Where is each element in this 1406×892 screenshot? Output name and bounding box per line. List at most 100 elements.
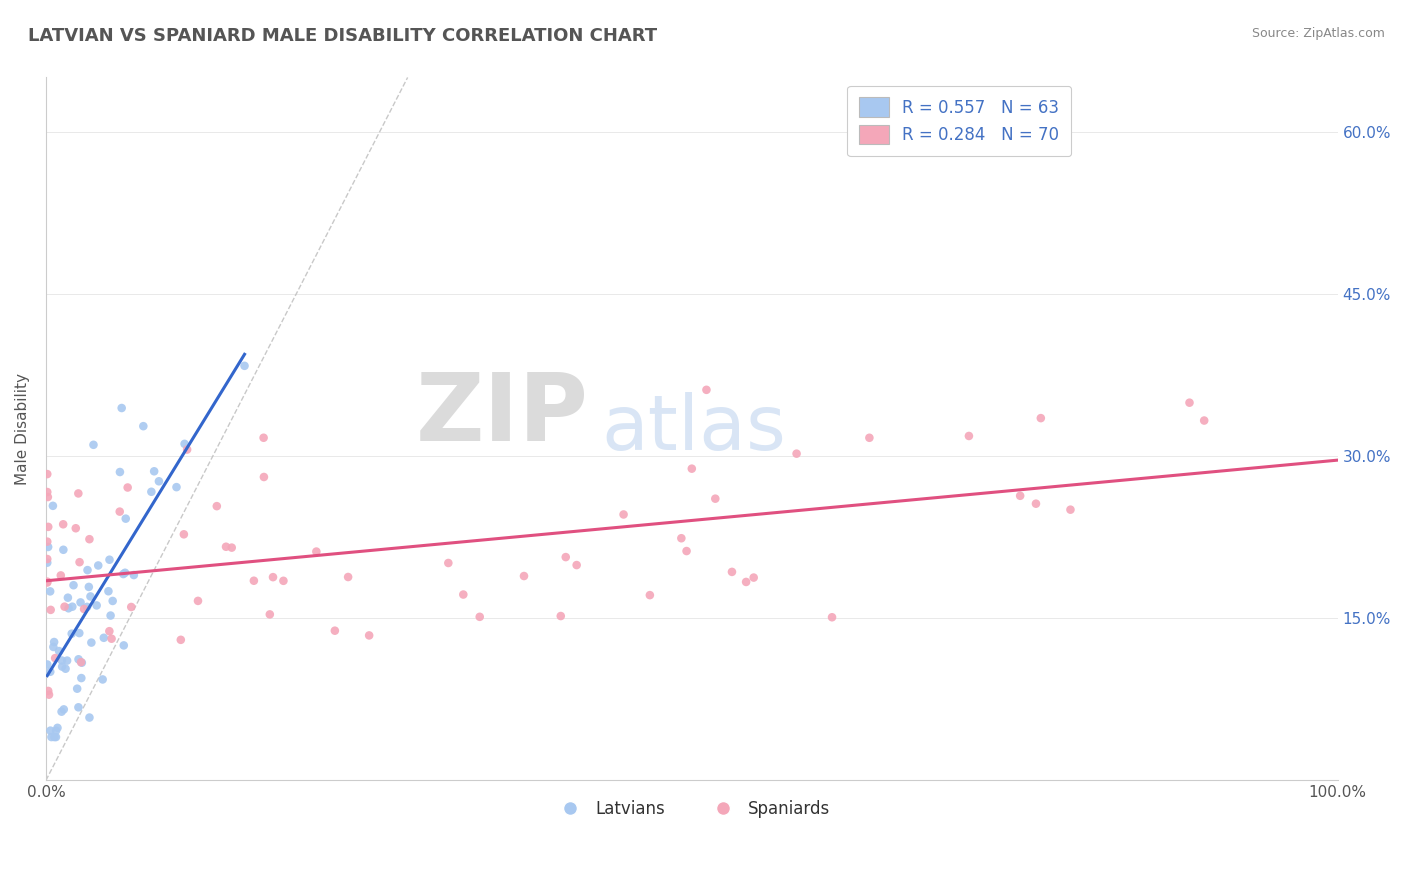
Point bbox=[58, 601, 80, 615]
Text: Source: ZipAtlas.com: Source: ZipAtlas.com bbox=[1251, 27, 1385, 40]
Point bbox=[73, 602, 96, 616]
Point bbox=[1025, 497, 1047, 511]
Point bbox=[108, 465, 131, 479]
Point bbox=[51, 659, 73, 673]
Point bbox=[681, 461, 703, 475]
Point bbox=[37, 534, 59, 549]
Point bbox=[858, 431, 880, 445]
Point bbox=[76, 563, 98, 577]
Point bbox=[721, 565, 744, 579]
Point bbox=[173, 527, 195, 541]
Point bbox=[77, 580, 100, 594]
Point bbox=[65, 521, 87, 535]
Point bbox=[259, 607, 281, 622]
Text: LATVIAN VS SPANIARD MALE DISABILITY CORRELATION CHART: LATVIAN VS SPANIARD MALE DISABILITY CORR… bbox=[28, 27, 657, 45]
Point bbox=[48, 644, 70, 658]
Point bbox=[453, 588, 475, 602]
Point bbox=[143, 464, 166, 478]
Point bbox=[67, 486, 90, 500]
Point bbox=[45, 730, 67, 744]
Point bbox=[468, 610, 491, 624]
Point bbox=[100, 608, 122, 623]
Point bbox=[37, 575, 59, 590]
Point bbox=[42, 635, 65, 649]
Point bbox=[148, 475, 170, 489]
Point bbox=[37, 520, 59, 534]
Legend: Latvians, Spaniards: Latvians, Spaniards bbox=[547, 793, 837, 825]
Point bbox=[132, 419, 155, 434]
Point bbox=[786, 447, 808, 461]
Y-axis label: Male Disability: Male Disability bbox=[15, 373, 30, 485]
Point bbox=[1192, 413, 1215, 427]
Point bbox=[565, 558, 588, 572]
Point bbox=[49, 568, 72, 582]
Point bbox=[44, 651, 66, 665]
Point bbox=[38, 688, 60, 702]
Point bbox=[704, 491, 727, 506]
Point bbox=[93, 631, 115, 645]
Point bbox=[79, 590, 101, 604]
Point bbox=[695, 383, 717, 397]
Point bbox=[39, 603, 62, 617]
Point bbox=[56, 654, 79, 668]
Point bbox=[70, 671, 93, 685]
Point bbox=[39, 665, 62, 679]
Point bbox=[67, 652, 90, 666]
Point bbox=[41, 730, 63, 744]
Point bbox=[117, 481, 139, 495]
Point bbox=[554, 550, 576, 565]
Point bbox=[98, 624, 121, 639]
Point bbox=[166, 480, 188, 494]
Point bbox=[233, 359, 256, 373]
Point bbox=[37, 574, 59, 589]
Point bbox=[86, 599, 108, 613]
Point bbox=[170, 632, 193, 647]
Point bbox=[37, 467, 59, 481]
Point bbox=[52, 517, 75, 532]
Point bbox=[101, 594, 124, 608]
Point bbox=[252, 431, 274, 445]
Point bbox=[1059, 502, 1081, 516]
Point bbox=[253, 470, 276, 484]
Point bbox=[70, 655, 93, 669]
Point bbox=[1178, 395, 1201, 409]
Point bbox=[273, 574, 295, 588]
Point bbox=[52, 702, 75, 716]
Point bbox=[46, 721, 69, 735]
Point bbox=[37, 657, 59, 672]
Point bbox=[205, 499, 228, 513]
Point bbox=[67, 700, 90, 714]
Point bbox=[613, 508, 636, 522]
Point bbox=[70, 656, 93, 670]
Point bbox=[87, 558, 110, 573]
Point bbox=[735, 574, 758, 589]
Point bbox=[42, 499, 65, 513]
Point bbox=[53, 599, 76, 614]
Point bbox=[98, 552, 121, 566]
Point bbox=[45, 723, 67, 738]
Point bbox=[37, 556, 59, 570]
Point bbox=[112, 567, 135, 582]
Point bbox=[638, 588, 661, 602]
Point bbox=[37, 485, 59, 500]
Point bbox=[141, 484, 163, 499]
Text: ZIP: ZIP bbox=[416, 368, 589, 461]
Point bbox=[243, 574, 266, 588]
Point bbox=[359, 628, 381, 642]
Point bbox=[76, 599, 98, 614]
Point bbox=[42, 640, 65, 654]
Point bbox=[97, 584, 120, 599]
Point bbox=[69, 555, 91, 569]
Point bbox=[37, 684, 59, 698]
Point bbox=[79, 532, 101, 546]
Point bbox=[957, 429, 980, 443]
Point bbox=[221, 541, 243, 555]
Point bbox=[91, 673, 114, 687]
Point bbox=[437, 556, 460, 570]
Point bbox=[55, 662, 77, 676]
Point bbox=[114, 511, 136, 525]
Point bbox=[671, 531, 693, 545]
Point bbox=[80, 635, 103, 649]
Point bbox=[114, 566, 136, 580]
Point bbox=[66, 681, 89, 696]
